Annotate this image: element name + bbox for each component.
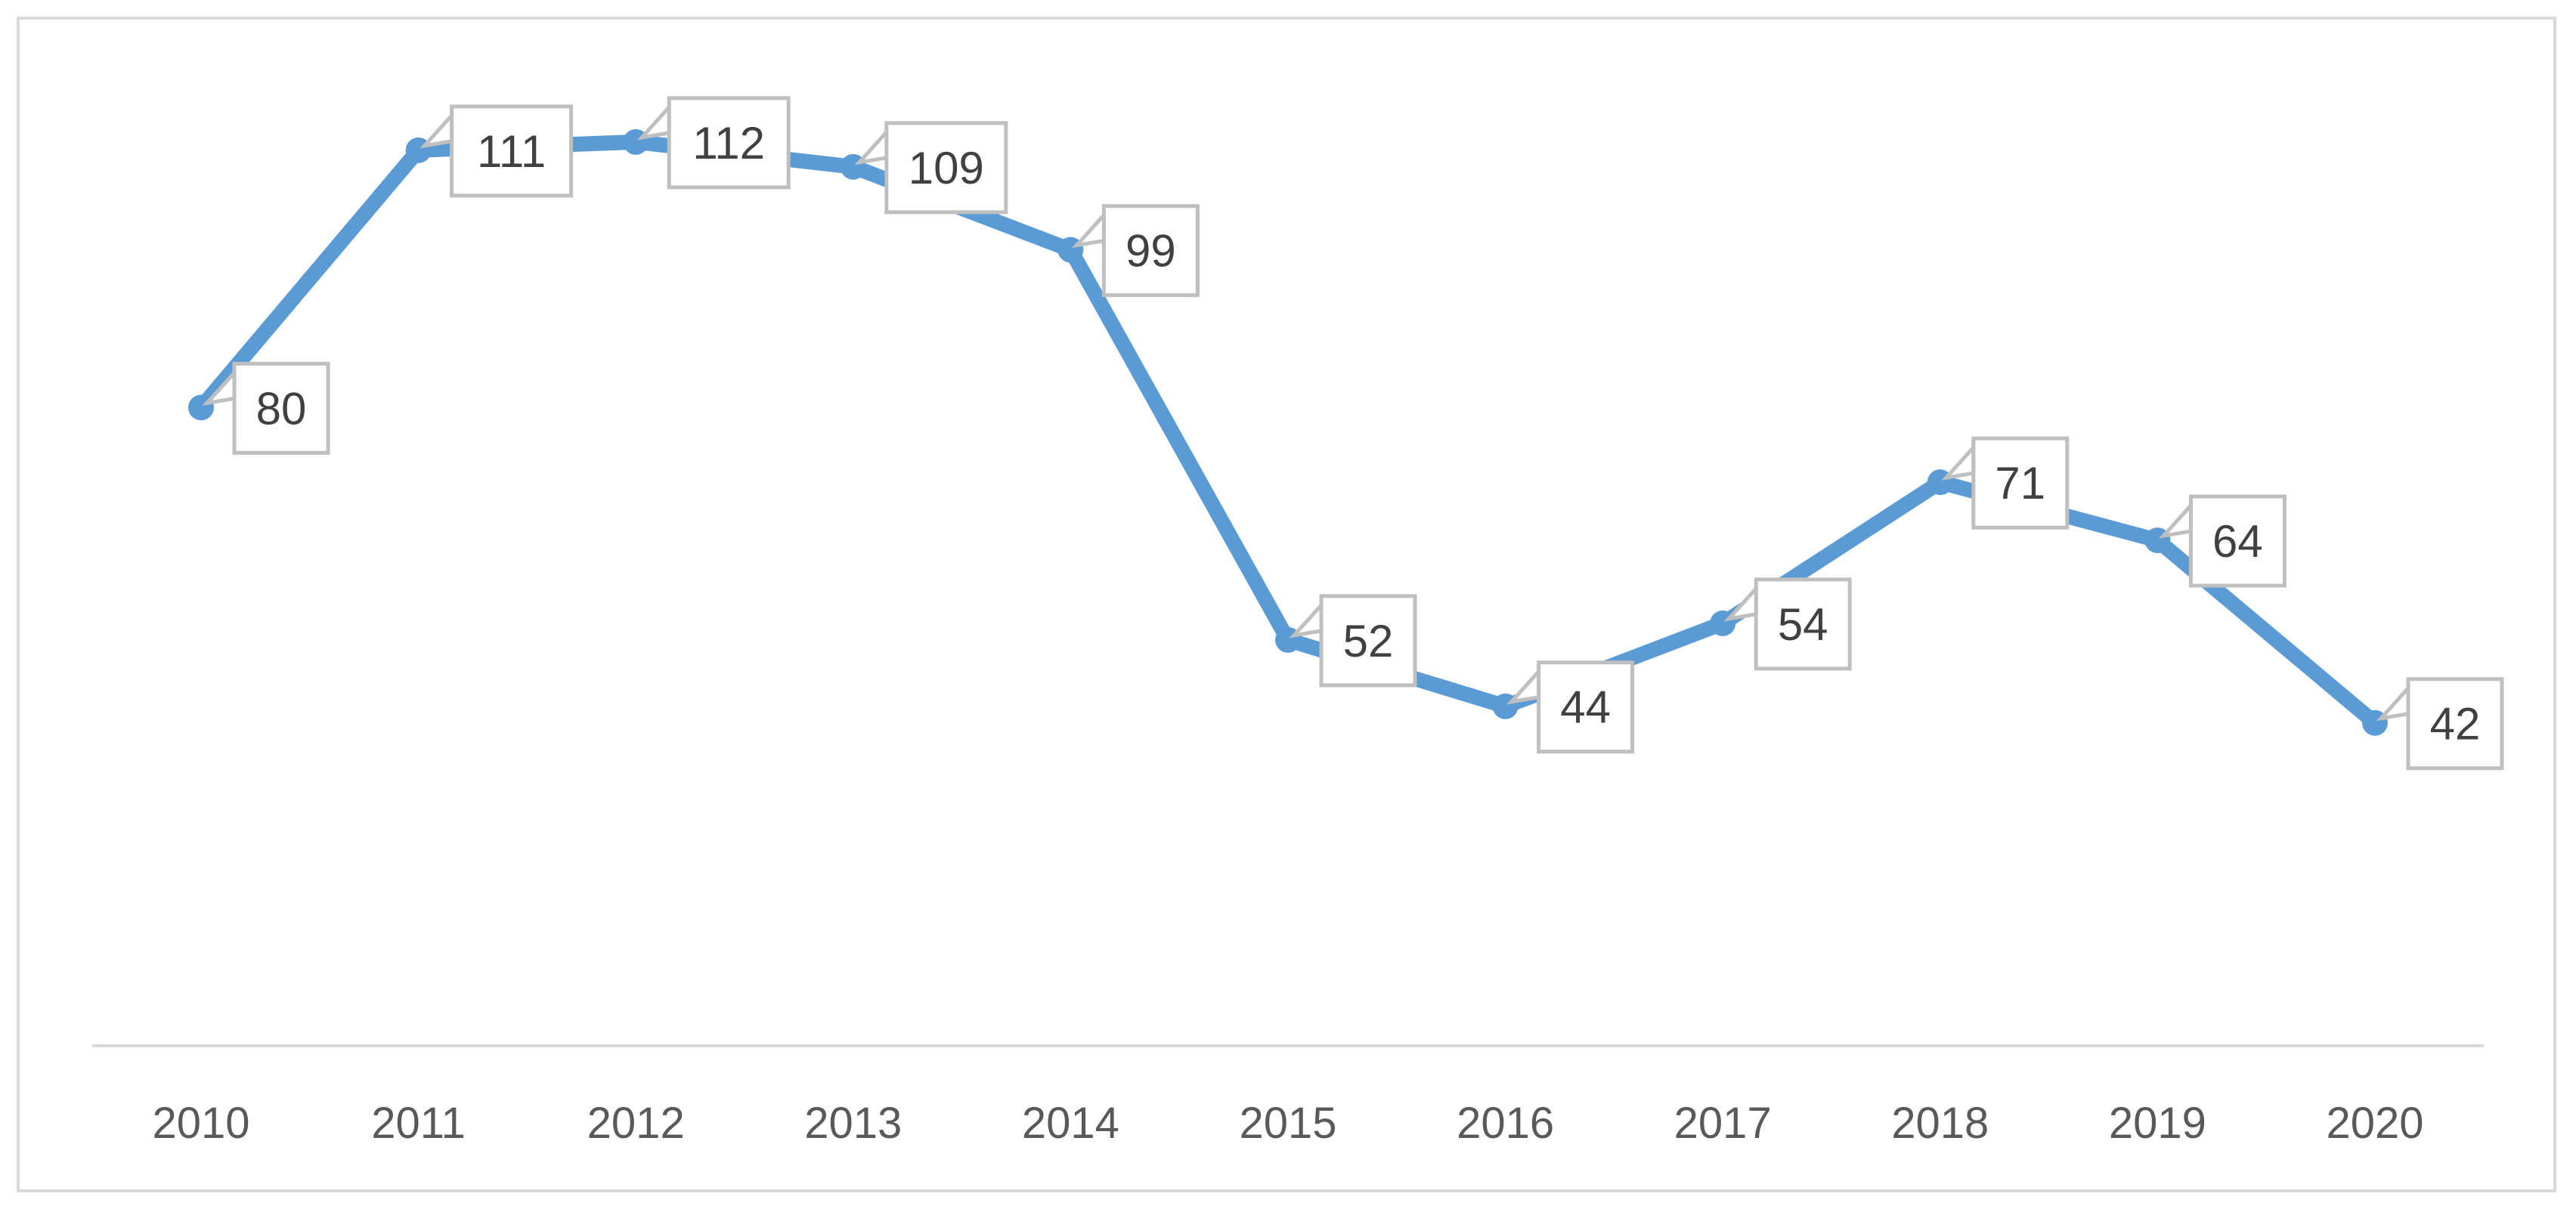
x-tick-labels: 2010 2011 2012 2013 2014 2015 2016 2017 2018 2019… (152, 1099, 2423, 1148)
x-tick-label-2019: 2019 (2109, 1099, 2206, 1148)
data-label-2011: 111 (419, 104, 574, 198)
data-label-2016: 44 (1506, 660, 1635, 754)
x-tick-label-2011: 2011 (371, 1099, 466, 1148)
x-tick-label-2020: 2020 (2326, 1099, 2423, 1148)
x-tick-label-2016: 2016 (1457, 1099, 1554, 1148)
data-label-value-2010: 80 (256, 383, 307, 434)
data-label-2012: 112 (636, 96, 791, 190)
data-label-2015: 52 (1289, 594, 1417, 688)
data-labels: 80 111 112 109 99 52 44 54 71 64 42 (202, 96, 2504, 771)
data-label-value-2019: 64 (2212, 516, 2263, 567)
data-label-value-2014: 99 (1125, 226, 1176, 277)
data-label-2017: 54 (1723, 577, 1852, 671)
chart-frame (17, 17, 2556, 1192)
x-tick-label-2010: 2010 (152, 1099, 249, 1148)
x-tick-label-2012: 2012 (587, 1099, 685, 1148)
data-label-value-2011: 111 (477, 126, 546, 177)
data-label-value-2016: 44 (1560, 682, 1611, 733)
x-tick-label-2015: 2015 (1239, 1099, 1336, 1148)
data-label-2014: 99 (1071, 204, 1200, 298)
data-label-2013: 109 (854, 121, 1008, 215)
data-label-value-2015: 52 (1343, 616, 1394, 666)
data-label-value-2020: 42 (2430, 699, 2481, 750)
x-tick-label-2014: 2014 (1022, 1099, 1119, 1148)
x-tick-label-2013: 2013 (804, 1099, 902, 1148)
data-label-value-2018: 71 (1995, 458, 2045, 509)
data-label-2010: 80 (202, 361, 330, 455)
x-tick-label-2017: 2017 (1674, 1099, 1772, 1148)
series-points (188, 128, 2388, 736)
data-label-2019: 64 (2158, 494, 2287, 588)
data-label-value-2012: 112 (692, 118, 765, 169)
data-label-2018: 71 (1941, 436, 2070, 530)
data-label-value-2017: 54 (1778, 599, 1828, 650)
data-label-2020: 42 (2376, 677, 2504, 771)
data-label-value-2013: 109 (909, 143, 984, 193)
x-tick-label-2018: 2018 (1891, 1099, 1989, 1148)
